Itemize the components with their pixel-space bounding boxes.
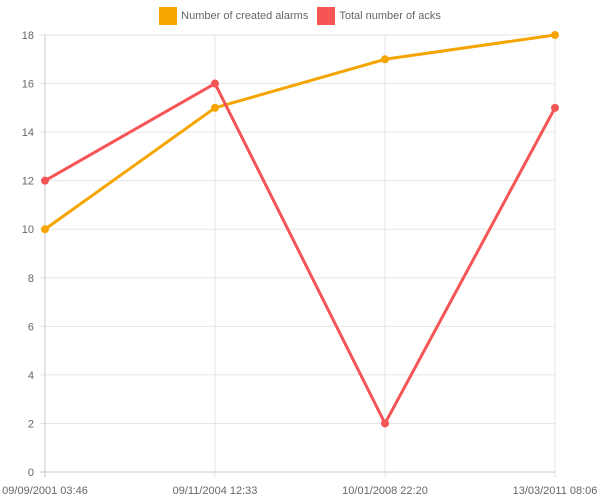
legend-label-total-acks: Total number of acks: [339, 10, 441, 22]
series-line-0: [43, 33, 557, 231]
legend-swatch-created-alarms: [159, 7, 178, 25]
x-tick-label: 09/11/2004 12:33: [173, 485, 258, 497]
data-point-series-1: [41, 176, 49, 185]
legend-label-created-alarms: Number of created alarms: [181, 10, 309, 22]
x-tick-label: 10/01/2008 22:20: [342, 485, 428, 497]
legend-swatch-total-acks: [317, 7, 336, 25]
y-tick-label: 0: [28, 467, 34, 479]
data-point-series-0: [551, 31, 559, 39]
y-tick-label: 2: [28, 418, 34, 430]
y-tick-label: 16: [22, 79, 34, 91]
x-tick-label: 09/09/2001 03:46: [2, 485, 88, 497]
data-point-series-1: [211, 79, 219, 88]
data-point-series-1: [381, 419, 389, 428]
legend-item-total-acks[interactable]: Total number of acks: [317, 7, 441, 25]
series-line-1: [43, 82, 557, 425]
x-tick-label: 13/03/2011 08:06: [513, 485, 598, 497]
y-tick-label: 4: [28, 370, 34, 382]
y-tick-label: 18: [22, 30, 34, 42]
y-tick-label: 10: [22, 224, 34, 236]
data-point-series-1: [551, 103, 559, 112]
chart-legend: Number of created alarms Total number of…: [0, 7, 600, 25]
y-tick-label: 8: [28, 273, 34, 285]
data-point-series-0: [41, 225, 49, 234]
y-tick-label: 12: [22, 176, 34, 188]
y-tick-label: 6: [28, 321, 34, 333]
legend-item-created-alarms[interactable]: Number of created alarms: [159, 7, 308, 25]
data-point-series-0: [211, 103, 219, 112]
data-point-series-0: [381, 55, 389, 64]
y-tick-label: 14: [22, 127, 34, 139]
